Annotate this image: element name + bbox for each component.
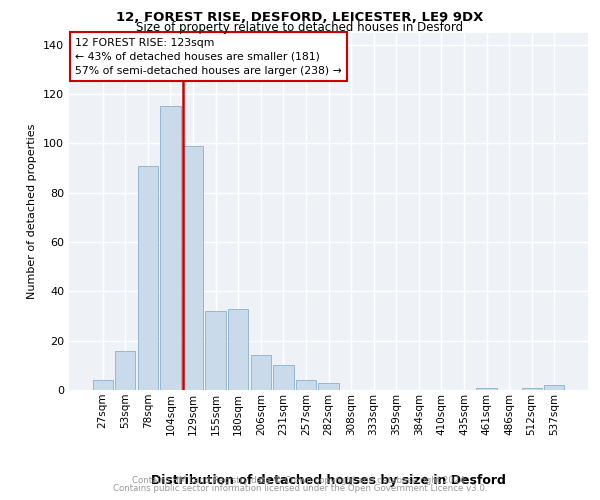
Bar bbox=[183, 146, 203, 390]
Bar bbox=[205, 311, 226, 390]
Text: 12 FOREST RISE: 123sqm
← 43% of detached houses are smaller (181)
57% of semi-de: 12 FOREST RISE: 123sqm ← 43% of detached… bbox=[75, 38, 342, 76]
Bar bbox=[92, 380, 113, 390]
Bar bbox=[521, 388, 542, 390]
Bar bbox=[296, 380, 316, 390]
Bar bbox=[476, 388, 497, 390]
Bar bbox=[115, 350, 136, 390]
Bar bbox=[228, 308, 248, 390]
Bar bbox=[319, 382, 338, 390]
Text: Contains HM Land Registry data © Crown copyright and database right 2024.: Contains HM Land Registry data © Crown c… bbox=[132, 476, 468, 485]
Y-axis label: Number of detached properties: Number of detached properties bbox=[28, 124, 37, 299]
Text: 12, FOREST RISE, DESFORD, LEICESTER, LE9 9DX: 12, FOREST RISE, DESFORD, LEICESTER, LE9… bbox=[116, 11, 484, 24]
Text: Size of property relative to detached houses in Desford: Size of property relative to detached ho… bbox=[136, 21, 464, 34]
X-axis label: Distribution of detached houses by size in Desford: Distribution of detached houses by size … bbox=[151, 474, 506, 487]
Bar bbox=[138, 166, 158, 390]
Bar bbox=[251, 356, 271, 390]
Bar bbox=[544, 385, 565, 390]
Bar bbox=[160, 106, 181, 390]
Bar bbox=[273, 366, 293, 390]
Text: Contains public sector information licensed under the Open Government Licence v3: Contains public sector information licen… bbox=[113, 484, 487, 493]
